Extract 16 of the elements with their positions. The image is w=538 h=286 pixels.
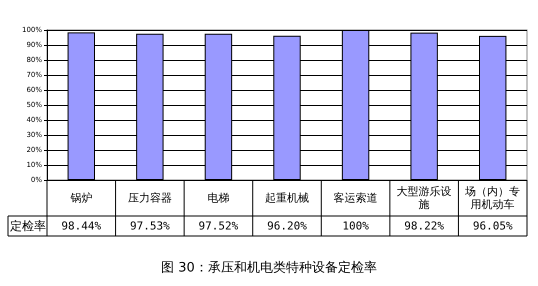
x-tick-label: 锅炉 [69,192,92,204]
data-label: 96.20% [267,220,308,232]
data-label: 97.52% [198,220,239,232]
x-tick-label: 电梯 [207,192,230,204]
text: 图 30：承压和机电类特种设备定检率 [161,260,377,276]
data-label: 97.53% [130,220,170,232]
data-label: 98.22% [404,220,444,232]
x-tick-label: 压力容器 [128,192,172,204]
data-label: 96.05% [472,220,513,232]
x-tick-label: 场（内）专用机动车 [464,185,520,211]
x-tick-label: 客运索道 [334,192,378,204]
x-tick-label: 起重机械 [265,192,309,204]
data-label: 98.44% [61,220,102,232]
data-label: 100% [342,220,370,232]
x-tick-label: 大型游乐设施 [396,185,452,211]
legend-label: 定检率 [10,219,46,233]
